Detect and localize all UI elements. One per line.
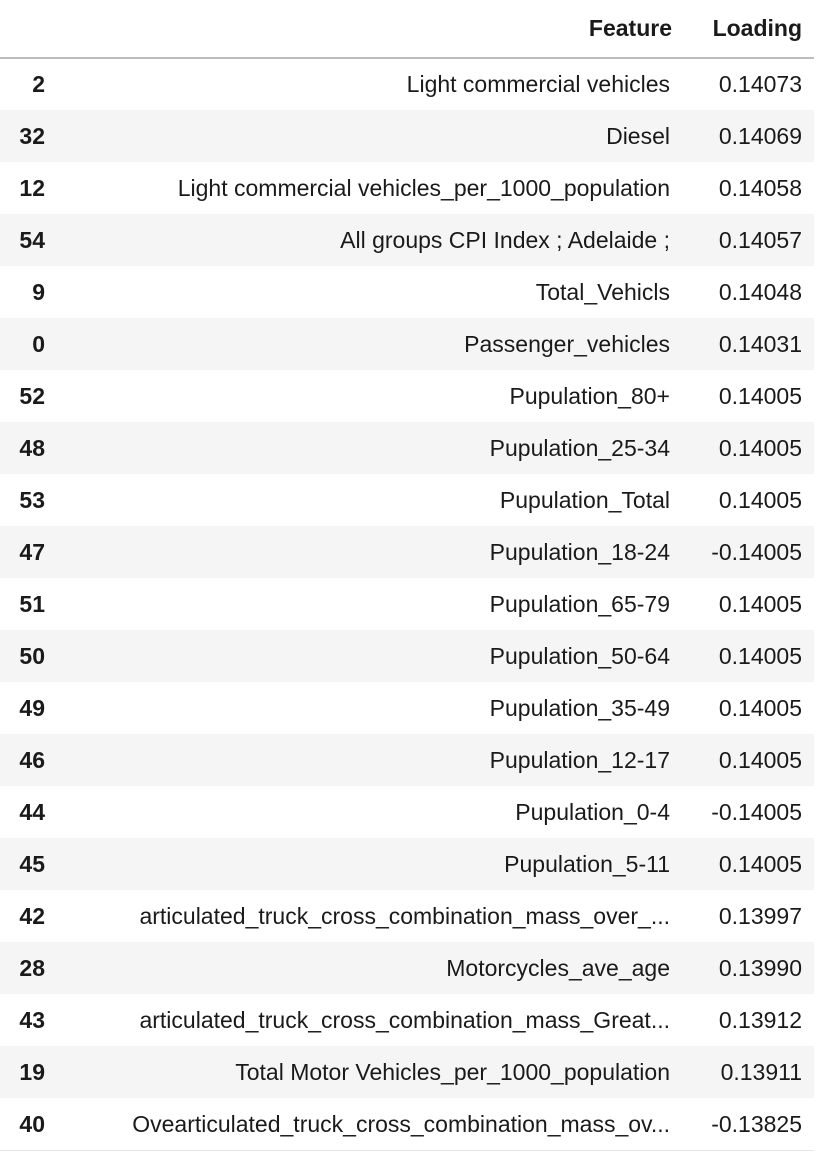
loading-cell: 0.14005 bbox=[718, 434, 802, 461]
row-index: 28 bbox=[19, 954, 45, 981]
feature-cell: Passenger_vehicles bbox=[464, 330, 670, 357]
table-row: 42 articulated_truck_cross_combination_ma… bbox=[0, 890, 814, 942]
row-index: 49 bbox=[19, 694, 45, 721]
table-row: 50 Pupulation_50-64 0.14005 bbox=[0, 630, 814, 682]
feature-cell: Pupulation_25-34 bbox=[489, 434, 670, 461]
table-row: 43 articulated_truck_cross_combination_ma… bbox=[0, 994, 814, 1046]
feature-column-header: Feature bbox=[62, 0, 684, 59]
row-index: 52 bbox=[19, 382, 45, 409]
table-header: Feature Loading bbox=[0, 0, 814, 59]
row-index: 51 bbox=[19, 590, 45, 617]
table-row: 47 Pupulation_18-24 -0.14005 bbox=[0, 526, 814, 578]
row-index: 0 bbox=[32, 330, 45, 357]
row-index: 50 bbox=[19, 642, 45, 669]
table-row: 0 Passenger_vehicles 0.14031 bbox=[0, 318, 814, 370]
feature-cell: Diesel bbox=[606, 122, 670, 149]
loading-cell: 0.14005 bbox=[718, 382, 802, 409]
table-row: 48 Pupulation_25-34 0.14005 bbox=[0, 422, 814, 474]
table-row: 28 Motorcycles_ave_age 0.13990 bbox=[0, 942, 814, 994]
feature-cell: Pupulation_18-24 bbox=[489, 538, 670, 565]
table-row: 54 All groups CPI Index ; Adelaide ; 0.140… bbox=[0, 214, 814, 266]
loading-cell: 0.13912 bbox=[718, 1006, 802, 1033]
index-column-header bbox=[0, 0, 62, 59]
feature-cell: Pupulation_65-79 bbox=[489, 590, 670, 617]
loading-cell: 0.14058 bbox=[718, 174, 802, 201]
table-row: 9 Total_Vehicls 0.14048 bbox=[0, 266, 814, 318]
loading-column-header: Loading bbox=[684, 0, 814, 59]
loading-cell: -0.14005 bbox=[711, 798, 802, 825]
loading-cell: 0.14005 bbox=[718, 642, 802, 669]
loading-cell: 0.14005 bbox=[718, 746, 802, 773]
feature-cell: All groups CPI Index ; Adelaide ; bbox=[340, 226, 670, 253]
feature-cell: articulated_truck_cross_combination_mass… bbox=[139, 902, 670, 929]
feature-cell: Pupulation_80+ bbox=[509, 382, 670, 409]
row-index: 53 bbox=[19, 486, 45, 513]
row-index: 40 bbox=[19, 1110, 45, 1137]
loading-cell: 0.14005 bbox=[718, 590, 802, 617]
feature-cell: Light commercial vehicles bbox=[406, 71, 670, 97]
feature-cell: Pupulation_Total bbox=[499, 486, 670, 513]
feature-cell: Total_Vehicls bbox=[535, 278, 670, 305]
row-index: 46 bbox=[19, 746, 45, 773]
loading-cell: 0.14048 bbox=[718, 278, 802, 305]
table-row: 53 Pupulation_Total 0.14005 bbox=[0, 474, 814, 526]
table-row: 19 Total Motor Vehicles_per_1000_populati… bbox=[0, 1046, 814, 1098]
loading-cell: 0.14031 bbox=[718, 330, 802, 357]
loading-cell: 0.14073 bbox=[718, 71, 802, 97]
row-index: 42 bbox=[19, 902, 45, 929]
loading-cell: -0.13825 bbox=[711, 1110, 802, 1137]
table-row: 12 Light commercial vehicles_per_1000_pop… bbox=[0, 162, 814, 214]
row-index: 54 bbox=[19, 226, 45, 253]
row-index: 48 bbox=[19, 434, 45, 461]
loading-cell: 0.13990 bbox=[718, 954, 802, 981]
feature-cell: Ovearticulated_truck_cross_combination_m… bbox=[132, 1110, 670, 1137]
feature-cell: Pupulation_35-49 bbox=[489, 694, 670, 721]
feature-cell: Pupulation_50-64 bbox=[489, 642, 670, 669]
table-row: 51 Pupulation_65-79 0.14005 bbox=[0, 578, 814, 630]
table-row: 49 Pupulation_35-49 0.14005 bbox=[0, 682, 814, 734]
table-row: 52 Pupulation_80+ 0.14005 bbox=[0, 370, 814, 422]
loading-cell: 0.14005 bbox=[718, 694, 802, 721]
loading-cell: -0.14005 bbox=[711, 538, 802, 565]
table-row: 46 Pupulation_12-17 0.14005 bbox=[0, 734, 814, 786]
table-bottom-divider bbox=[0, 1150, 814, 1151]
feature-cell: Light commercial vehicles_per_1000_popul… bbox=[177, 174, 670, 201]
table-row: 32 Diesel 0.14069 bbox=[0, 110, 814, 162]
loading-cell: 0.13997 bbox=[718, 902, 802, 929]
row-index: 44 bbox=[19, 798, 45, 825]
feature-cell: Pupulation_5-11 bbox=[504, 850, 670, 877]
loading-cell: 0.14057 bbox=[718, 226, 802, 253]
row-index: 12 bbox=[19, 174, 45, 201]
feature-cell: Motorcycles_ave_age bbox=[446, 954, 670, 981]
row-index: 43 bbox=[19, 1006, 45, 1033]
row-index: 47 bbox=[19, 538, 45, 565]
feature-cell: Pupulation_0-4 bbox=[515, 798, 670, 825]
table-row: 45 Pupulation_5-11 0.14005 bbox=[0, 838, 814, 890]
table-body: 2 Light commercial vehicles 0.14073 32 Diese… bbox=[0, 58, 814, 1150]
loading-cell: 0.14005 bbox=[718, 486, 802, 513]
feature-cell: articulated_truck_cross_combination_mass… bbox=[139, 1006, 670, 1033]
table-row: 40 Ovearticulated_truck_cross_combination… bbox=[0, 1098, 814, 1150]
feature-cell: Pupulation_12-17 bbox=[489, 746, 670, 773]
row-index: 9 bbox=[32, 278, 45, 305]
loading-cell: 0.14069 bbox=[718, 122, 802, 149]
table-row: 2 Light commercial vehicles 0.14073 bbox=[0, 58, 814, 110]
loading-cell: 0.14005 bbox=[718, 850, 802, 877]
row-index: 45 bbox=[19, 850, 45, 877]
loading-cell: 0.13911 bbox=[720, 1058, 802, 1085]
row-index: 19 bbox=[19, 1058, 45, 1085]
row-index: 32 bbox=[19, 122, 45, 149]
header-row: Feature Loading bbox=[0, 0, 814, 59]
table-row: 44 Pupulation_0-4 -0.14005 bbox=[0, 786, 814, 838]
feature-cell: Total Motor Vehicles_per_1000_population bbox=[235, 1058, 670, 1085]
row-index: 2 bbox=[32, 71, 45, 97]
